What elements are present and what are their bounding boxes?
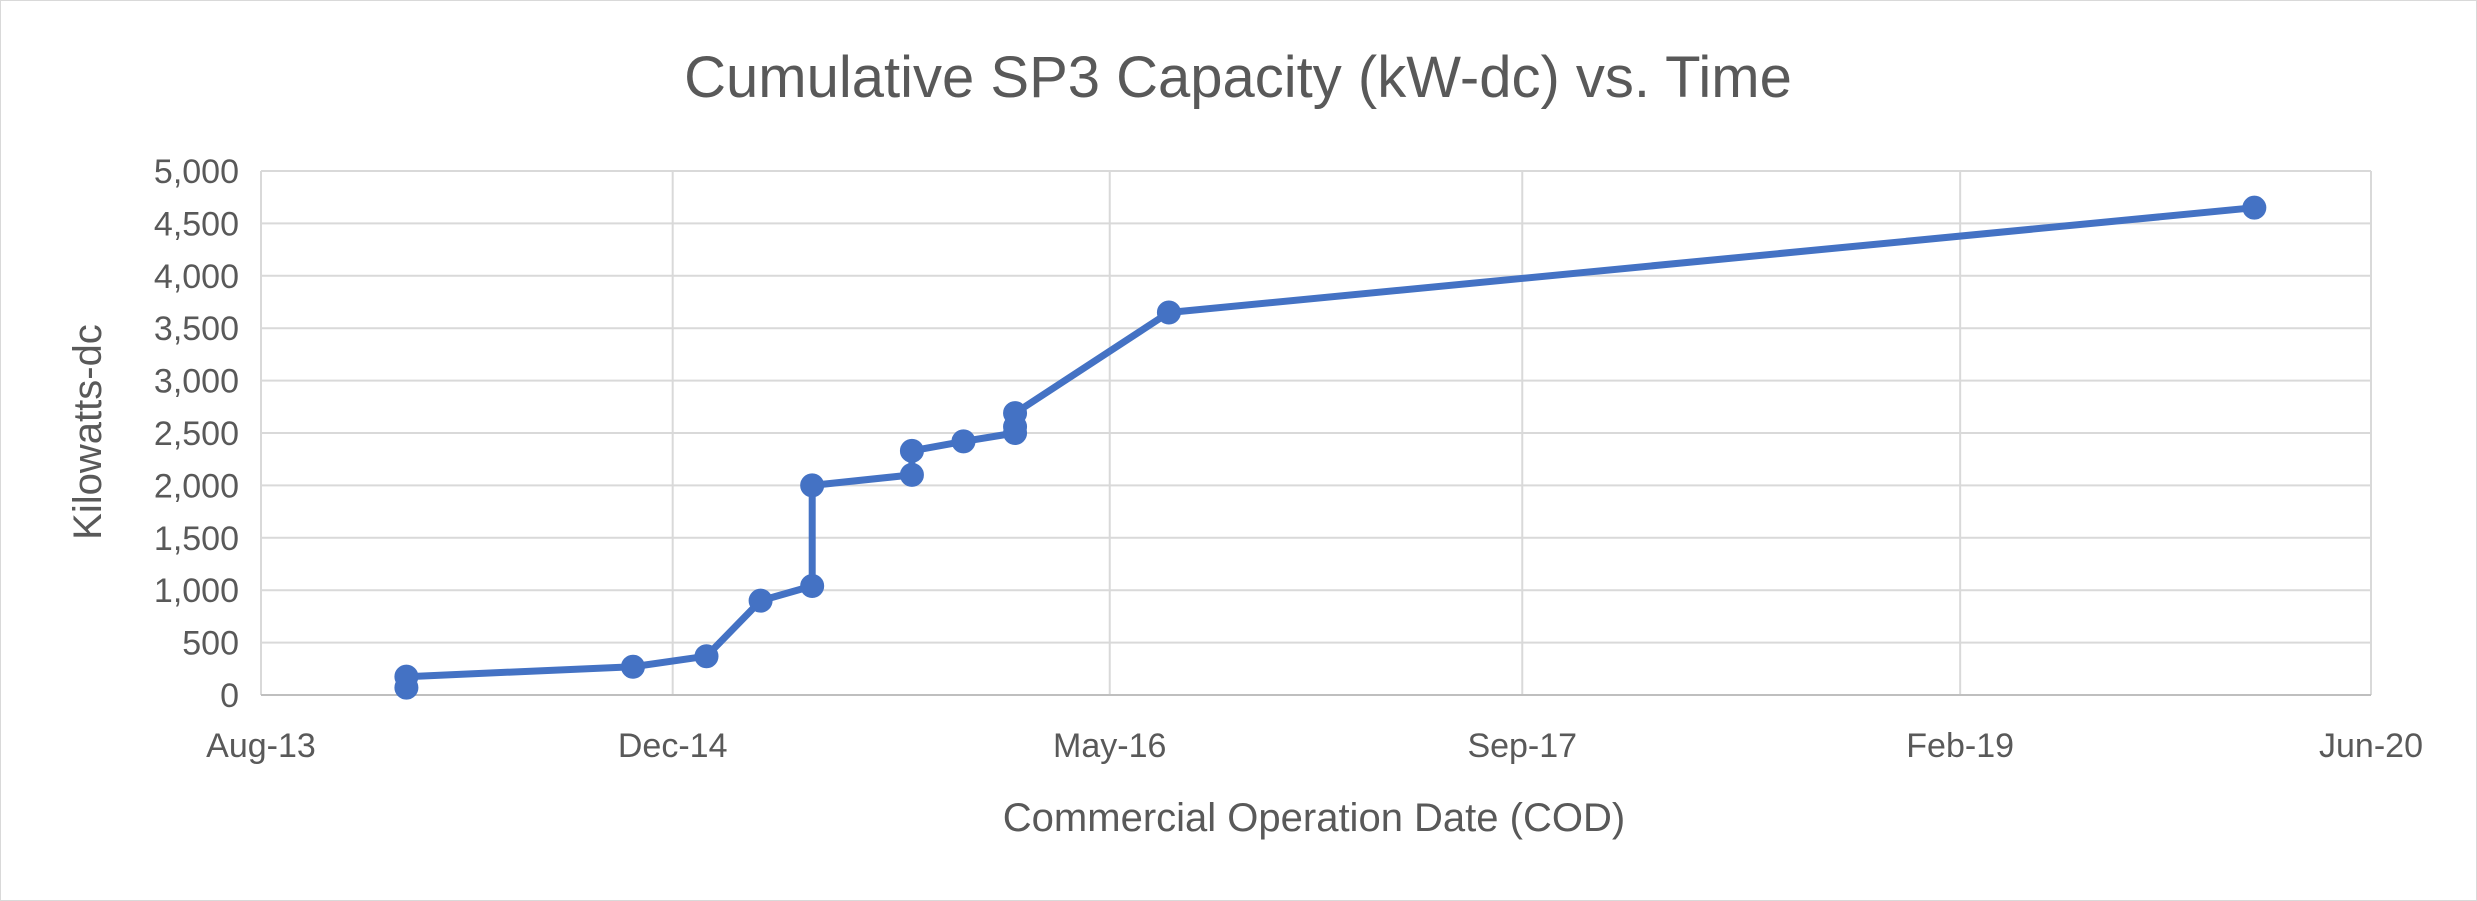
y-tick-label: 2,000 xyxy=(154,467,239,505)
y-tick-label: 4,000 xyxy=(154,258,239,296)
data-point xyxy=(800,473,825,498)
data-point xyxy=(899,462,924,487)
data-point xyxy=(1003,401,1028,426)
y-tick-label: 2,500 xyxy=(154,415,239,453)
gridlines xyxy=(260,170,2372,695)
data-point xyxy=(394,664,419,689)
y-tick-label: 5,000 xyxy=(154,153,239,191)
x-tick-label: Feb-19 xyxy=(1906,727,2014,765)
axes: 0 500 1,000 1,500 2,000 2,500 3,000 3,500 4,000 4… xyxy=(154,153,2423,765)
series-line xyxy=(402,204,2255,688)
data-point xyxy=(951,429,976,454)
y-tick-label: 4,500 xyxy=(154,205,239,243)
y-tick-label: 3,000 xyxy=(154,363,239,401)
y-tick-label: 0 xyxy=(220,677,239,715)
data-point xyxy=(800,574,825,599)
data-point xyxy=(1156,300,1181,325)
x-tick-label: May-16 xyxy=(1053,727,1166,765)
x-tick-label: Jun-20 xyxy=(2319,727,2423,765)
data-point xyxy=(694,644,719,669)
x-tick-label: Aug-13 xyxy=(206,727,316,765)
x-axis-title: Commercial Operation Date (COD) xyxy=(1003,796,1625,840)
data-point xyxy=(2242,195,2267,220)
y-axis-title: Kilowatts-dc xyxy=(66,324,110,540)
y-tick-label: 1,500 xyxy=(154,520,239,558)
data-point xyxy=(748,588,773,613)
y-tick-label: 3,500 xyxy=(154,310,239,348)
x-tick-label: Sep-17 xyxy=(1467,727,1577,765)
y-tick-label: 500 xyxy=(182,625,239,663)
series-1 xyxy=(394,195,2267,700)
data-point xyxy=(899,438,924,463)
x-tick-label: Dec-14 xyxy=(618,727,728,765)
y-tick-label: 1,000 xyxy=(154,572,239,610)
chart-title: Cumulative SP3 Capacity (kW-dc) vs. Time xyxy=(684,45,1792,110)
data-point xyxy=(620,654,645,679)
